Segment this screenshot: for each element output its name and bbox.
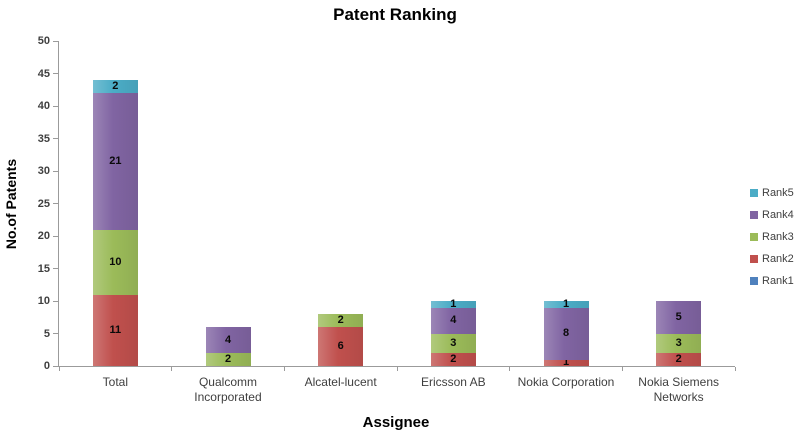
legend-item: Rank2 — [750, 253, 794, 265]
y-axis-tick — [53, 235, 58, 237]
y-axis-tick-label: 50 — [37, 35, 50, 47]
bar-segment: 1 — [543, 356, 589, 369]
category-label: Ericsson AB — [420, 375, 486, 389]
bar-segment-label: 1 — [450, 297, 457, 310]
bar-segment: 1 — [430, 297, 476, 310]
x-axis-tick — [58, 367, 60, 371]
bar-segment: 4 — [205, 327, 251, 353]
bar-segment: 2 — [430, 353, 476, 366]
y-axis-tick-label: 30 — [37, 165, 50, 177]
bar-segment-label: 2 — [675, 353, 682, 365]
y-axis-tick — [53, 365, 58, 367]
x-axis-tick — [734, 367, 736, 371]
bar-segment: 1 — [543, 297, 589, 310]
bar-segment: 2 — [92, 80, 138, 93]
bar-segment-label: 11 — [109, 323, 122, 336]
legend-label: Rank3 — [762, 231, 794, 243]
y-axis-tick — [53, 170, 58, 172]
y-axis-tick — [53, 40, 58, 42]
bar-segment: 6 — [318, 327, 364, 366]
x-axis-tick — [509, 367, 511, 371]
bar-segment-label: 4 — [224, 333, 232, 346]
bar-segment: 8 — [543, 307, 589, 360]
legend-label: Rank4 — [762, 209, 794, 221]
bar-segment: 2 — [318, 314, 364, 327]
legend-item: Rank3 — [750, 231, 794, 243]
y-axis-tick — [53, 300, 58, 302]
y-axis-tick — [53, 105, 58, 107]
category-label: Total — [102, 375, 128, 389]
y-axis-tick-label: 25 — [37, 197, 50, 210]
legend-swatch-rank2 — [750, 255, 758, 263]
y-axis-tick — [53, 138, 58, 139]
bar-segment: 21 — [92, 93, 138, 230]
bar-segment-label: 8 — [562, 327, 570, 339]
x-axis-tick — [396, 367, 398, 371]
category-label: Nokia Siemens Networks — [638, 375, 719, 404]
bar: 11 10 21 2 — [92, 80, 138, 366]
bar-segment-label: 4 — [450, 314, 457, 326]
legend-swatch-rank3 — [750, 233, 758, 241]
legend-item: Rank1 — [750, 275, 794, 287]
legend-swatch-rank4 — [750, 211, 758, 219]
bar-segment-label: 2 — [224, 353, 232, 365]
chart-title: Patent Ranking — [333, 5, 457, 24]
y-axis-tick-label: 45 — [37, 67, 50, 80]
x-axis-title: Assignee — [362, 414, 430, 431]
x-axis-tick — [621, 367, 623, 371]
bar-segment: 4 — [430, 307, 476, 334]
y-axis-tick-label: 5 — [43, 327, 50, 340]
y-axis-title-text: No.of Patents — [3, 158, 20, 249]
bar-segment: 10 — [92, 229, 138, 295]
category-label: Qualcomm Incorporated — [194, 375, 262, 404]
y-axis-tick-label: 35 — [37, 132, 50, 145]
y-axis-tick-label: 40 — [37, 100, 50, 112]
legend: Rank5 Rank4 Rank3 Rank2 Rank1 — [750, 187, 794, 287]
y-axis-tick — [53, 203, 58, 204]
category-label: Alcatel-lucent — [304, 375, 377, 389]
legend-item: Rank5 — [750, 187, 794, 199]
legend-swatch-rank5 — [750, 189, 758, 197]
y-axis-tick — [53, 73, 58, 74]
bar-segment: 11 — [92, 294, 138, 366]
bar-segment-label: 5 — [675, 310, 682, 323]
legend-item: Rank4 — [750, 209, 794, 221]
bar-segment-label: 1 — [562, 356, 570, 369]
bar-segment-label: 6 — [337, 340, 344, 352]
y-axis-tick-label: 20 — [37, 230, 50, 242]
bar: 2 3 5 — [656, 301, 702, 366]
x-axis-tick — [283, 367, 285, 371]
y-axis-tick — [53, 333, 58, 334]
bar-segment-label: 1 — [562, 297, 570, 310]
y-axis-tick — [53, 268, 58, 269]
bar-segment-label: 2 — [450, 353, 457, 365]
y-axis-tick-label: 10 — [37, 295, 50, 307]
y-axis-tick-label: 15 — [37, 262, 50, 275]
y-axis-tick-label: 0 — [43, 360, 50, 372]
legend-label: Rank1 — [762, 275, 794, 287]
x-axis-tick — [171, 367, 173, 371]
bar-segment: 3 — [430, 333, 476, 353]
legend-swatch-rank1 — [750, 277, 758, 285]
legend-label: Rank2 — [762, 253, 794, 265]
bar-segment: 3 — [656, 333, 702, 353]
bar: 1 8 1 — [543, 297, 589, 369]
bar-segment-label: 2 — [112, 80, 119, 92]
bar-segment: 2 — [656, 353, 702, 366]
bar-segment: 2 — [205, 353, 251, 366]
legend-label: Rank5 — [762, 187, 794, 199]
category-label: Nokia Corporation — [517, 375, 615, 389]
plot-area: 0 5 10 15 20 25 30 35 40 45 50 11 10 21 2 Total 2 4 Qualco… — [38, 35, 736, 404]
bar-segment: 5 — [656, 301, 702, 334]
bar-segment-label: 3 — [450, 336, 457, 349]
bar-segment-label: 10 — [109, 255, 122, 268]
bar: 2 3 4 1 — [430, 297, 476, 366]
bar-segment-label: 3 — [675, 336, 682, 349]
bar-segment-label: 2 — [337, 314, 344, 326]
bar-segment-label: 21 — [109, 154, 122, 167]
